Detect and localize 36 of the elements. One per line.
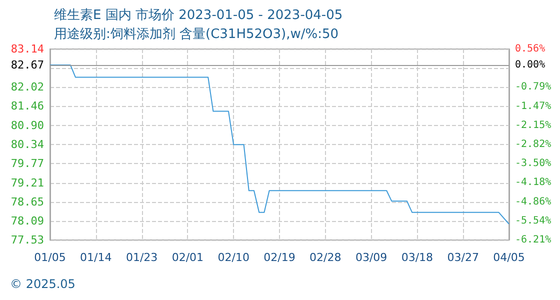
x-tick-label: 01/23 (126, 251, 158, 264)
x-tick-label: 01/14 (80, 251, 112, 264)
y-tick-label: 79.21 (10, 176, 44, 190)
y2-tick-label: -2.82% (515, 138, 552, 150)
y-tick-label: 79.77 (10, 157, 44, 170)
y2-tick-label: -1.47% (515, 100, 552, 112)
y2-tick-label: -6.21% (515, 234, 552, 246)
x-tick-label: 03/09 (355, 251, 388, 264)
y2-tick-label: 0.00% (515, 59, 546, 70)
x-tick-label: 02/01 (172, 251, 204, 264)
chart-subtitle: 用途级别:饲料添加剂 含量(C31H52O3),w/%:50 (54, 26, 339, 42)
y-tick-label: 81.46 (10, 100, 44, 113)
x-tick-label: 02/10 (218, 251, 250, 264)
y2-tick-label: -4.86% (515, 196, 552, 208)
x-tick-label: 03/18 (401, 251, 434, 264)
y2-tick-label: -2.15% (515, 120, 552, 131)
chart-title: 维生素E 国内 市场价 2023-01-05 - 2023-04-05 (54, 8, 343, 23)
text: © 2025.05 (10, 277, 76, 291)
y2-tick-label: -3.50% (515, 158, 552, 170)
y-tick-label: 82.67 (10, 58, 44, 72)
y-tick-label: 83.14 (10, 42, 44, 56)
x-tick-label: 03/27 (447, 251, 479, 264)
x-tick-label: 02/28 (310, 251, 342, 264)
y2-tick-label: -4.18% (515, 177, 552, 188)
y2-tick-label: -5.54% (515, 216, 552, 227)
y-tick-label: 77.53 (10, 234, 44, 246)
y-tick-label: 78.09 (10, 214, 44, 228)
y-tick-label: 80.90 (10, 118, 44, 132)
y-tick-label: 78.65 (10, 195, 44, 208)
y-tick-label: 80.34 (10, 138, 44, 151)
y2-tick-label: -0.79% (515, 82, 552, 93)
x-tick-label: 04/05 (493, 251, 525, 264)
x-tick-label: 01/05 (34, 251, 66, 264)
x-tick-label: 02/19 (264, 251, 296, 264)
y-tick-label: 82.02 (10, 80, 44, 94)
y2-tick-label: 0.56% (515, 44, 546, 54)
